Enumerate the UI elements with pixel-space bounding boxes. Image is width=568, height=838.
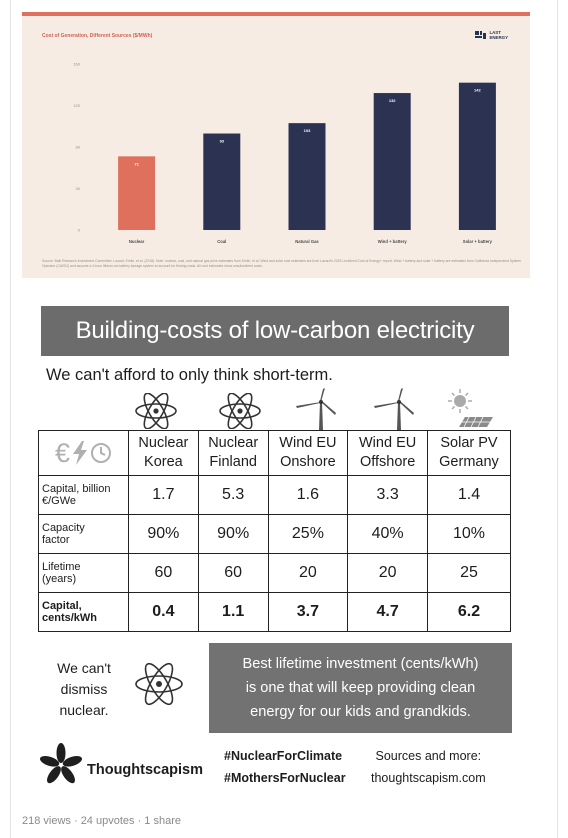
nuclear-quote: We can't dismiss nuclear. (57, 660, 111, 718)
table-cell: 0.4 (128, 592, 199, 632)
euro-icon: € (54, 437, 71, 468)
x-tick-label: Natural Gas (295, 239, 319, 244)
column-header-solar-germany: Solar PV Germany (426, 430, 512, 476)
table-cell: 1.6 (267, 475, 349, 515)
table-cell: 90% (128, 514, 199, 554)
data-label: 132 (389, 98, 396, 103)
hashtag: #MothersForNuclear (224, 771, 346, 785)
post-stats[interactable]: 218 views · 24 upvotes · 1 share (22, 815, 181, 827)
bar (118, 156, 156, 230)
last-energy-logo: LAST ENERGY (475, 30, 508, 40)
atom-icon (135, 662, 183, 706)
bar (203, 133, 241, 230)
table-cell: 3.7 (267, 592, 349, 632)
table-row-capacity-factor: Capacity factor 90% 90% 25% 40% 10% (38, 514, 512, 554)
y-tick-label: 0 (78, 228, 81, 233)
y-tick-label: 40 (76, 186, 81, 191)
investment-callout: Best lifetime investment (cents/kWh) is … (209, 643, 512, 733)
infographic-title: Building-costs of low-carbon electricity (41, 306, 509, 356)
data-label: 103 (304, 128, 311, 133)
table-cell: 1.7 (128, 475, 199, 515)
chart-source-note: Source: Balk Research Investment Committ… (42, 259, 522, 268)
table-cell: 1.1 (197, 592, 269, 632)
table-row-capital: Capital, billion €/GWe 1.7 5.3 1.6 3.3 1.… (38, 475, 512, 515)
table-cell: 10% (426, 514, 512, 554)
y-tick-label: 160 (73, 62, 80, 67)
table-cell: 20 (267, 553, 349, 593)
x-tick-label: Solar + battery (463, 239, 493, 244)
sources-link: thoughtscapism.com (371, 771, 486, 785)
table-cell: 1.4 (426, 475, 512, 515)
table-cell: 25 (426, 553, 512, 593)
thoughtscapism-logo-icon (39, 743, 83, 784)
column-header-wind-onshore: Wind EU Onshore (267, 430, 349, 476)
row-label: Lifetime (years) (38, 553, 129, 593)
table-cell: 60 (128, 553, 199, 593)
column-header-nuclear-korea: Nuclear Korea (128, 430, 199, 476)
post-frame (10, 0, 558, 838)
sources-note: Sources and more: thoughtscapism.com (371, 745, 486, 789)
table-cell: 20 (347, 553, 428, 593)
wind-turbine-icon (296, 388, 336, 430)
table-cell: 25% (267, 514, 349, 554)
chart-card: Cost of Generation, Different Sources ($… (22, 12, 530, 278)
bar (373, 93, 411, 230)
table-corner-cell: € (38, 430, 129, 476)
data-label: 142 (474, 88, 481, 93)
cost-table: € Nuclear Korea Nuclear Finland Wind EU Ons… (38, 430, 512, 632)
table-cell: 4.7 (347, 592, 428, 632)
brand-mark-icon (475, 30, 487, 40)
cost-bar-chart: 0 40 80 120 160 71 Nuclear 93 Coal 103 Natural Gas… (73, 62, 496, 244)
table-cell: 5.3 (197, 475, 269, 515)
table-header-row: € Nuclear Korea Nuclear Finland Wind EU Ons… (38, 430, 512, 476)
bar (458, 82, 496, 230)
lightning-icon (73, 441, 88, 465)
wind-turbine-icon (374, 388, 414, 430)
row-label: Capital, cents/kWh (38, 592, 129, 632)
data-label: 71 (134, 161, 139, 166)
brand-line-1: LAST (489, 30, 501, 35)
atom-icon (219, 393, 261, 429)
table-cell: 90% (197, 514, 269, 554)
hashtag: #NuclearForClimate (224, 749, 343, 763)
chart-title: Cost of Generation, Different Sources ($… (42, 33, 153, 39)
logo-wordmark: Thoughtscapism (87, 762, 204, 778)
infographic-subtitle: We can't afford to only think short-term… (46, 366, 333, 384)
table-row-lifetime: Lifetime (years) 60 60 20 20 25 (38, 553, 512, 593)
y-tick-label: 120 (73, 103, 80, 108)
column-header-wind-offshore: Wind EU Offshore (347, 430, 428, 476)
solar-panel-icon (448, 389, 493, 428)
column-header-nuclear-finland: Nuclear Finland (197, 430, 269, 476)
brand-line-2: ENERGY (489, 35, 508, 40)
bar (288, 123, 326, 230)
data-label: 93 (220, 139, 225, 144)
table-row-capital-cents: Capital, cents/kWh 0.4 1.1 3.7 4.7 6.2 (38, 592, 512, 632)
table-cell: 6.2 (426, 592, 512, 632)
x-tick-label: Wind + battery (378, 239, 408, 244)
table-cell: 60 (197, 553, 269, 593)
row-label: Capacity factor (38, 514, 129, 554)
x-tick-label: Coal (217, 239, 226, 244)
y-tick-label: 80 (76, 145, 81, 150)
atom-icon (135, 393, 177, 429)
clock-icon (91, 443, 112, 463)
row-label: Capital, billion €/GWe (38, 475, 129, 515)
x-tick-label: Nuclear (129, 239, 145, 244)
table-cell: 40% (347, 514, 428, 554)
table-cell: 3.3 (347, 475, 428, 515)
hashtags: #NuclearForClimate #MothersForNuclear (224, 745, 346, 789)
